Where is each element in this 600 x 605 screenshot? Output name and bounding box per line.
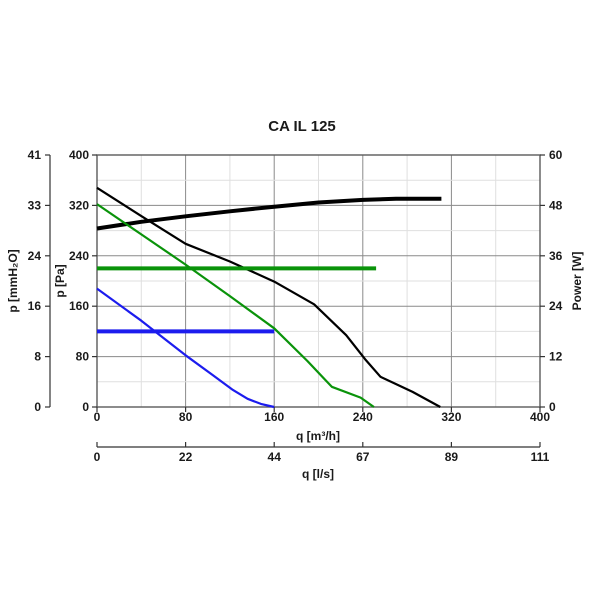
pa-tick-label: 320 [69, 198, 89, 212]
m3h-tick-label: 240 [353, 410, 373, 424]
ls-tick-label: 22 [179, 450, 193, 464]
chart-title: CA IL 125 [268, 118, 336, 135]
plot-border [96, 154, 541, 408]
x-axis-label-m3h: q [m³/h] [296, 429, 340, 443]
y-axis-label-pa: p [Pa] [53, 264, 67, 297]
mmh2o-tick-label: 0 [34, 400, 41, 414]
pa-tick-label: 240 [69, 249, 89, 263]
m3h-tick-label: 320 [441, 410, 461, 424]
power-tick-label: 12 [549, 350, 563, 364]
y-axis-label-power: Power [W] [570, 252, 584, 311]
power-tick-label: 36 [549, 249, 563, 263]
mmh2o-tick-label: 16 [28, 299, 42, 313]
series-power-curve [96, 196, 442, 231]
series-pressure-curve-low-speed [96, 287, 275, 409]
power-tick-label: 0 [549, 400, 556, 414]
m3h-tick-label: 400 [530, 410, 550, 424]
pa-tick-label: 0 [82, 400, 89, 414]
mmh2o-tick-label: 33 [28, 198, 42, 212]
m3h-tick-label: 160 [264, 410, 284, 424]
grid-lines [97, 155, 540, 407]
series-pressure-curve-mid-speed [96, 203, 375, 408]
m3h-tick-label: 80 [179, 410, 193, 424]
power-tick-label: 48 [549, 198, 563, 212]
ls-tick-label: 0 [94, 450, 101, 464]
y-axis-label-mmh2o: p [mmH₂O] [6, 249, 20, 312]
ls-tick-label: 111 [531, 450, 550, 464]
power-tick-label: 60 [549, 148, 563, 162]
m3h-tick-label: 0 [94, 410, 101, 424]
ls-tick-label: 89 [445, 450, 459, 464]
pa-tick-label: 80 [76, 350, 90, 364]
series-pressure-curve-high-speed [96, 186, 441, 408]
ls-tick-label: 44 [268, 450, 282, 464]
ls-tick-label: 67 [356, 450, 370, 464]
data-series [96, 186, 442, 409]
plot-frame [96, 154, 541, 408]
power-tick-label: 24 [549, 299, 563, 313]
pa-tick-label: 400 [69, 148, 89, 162]
mmh2o-tick-label: 8 [34, 350, 41, 364]
pa-tick-label: 160 [69, 299, 89, 313]
x-axis-label-ls: q [l/s] [302, 467, 334, 481]
mmh2o-tick-label: 41 [28, 148, 42, 162]
mmh2o-tick-label: 24 [28, 249, 42, 263]
